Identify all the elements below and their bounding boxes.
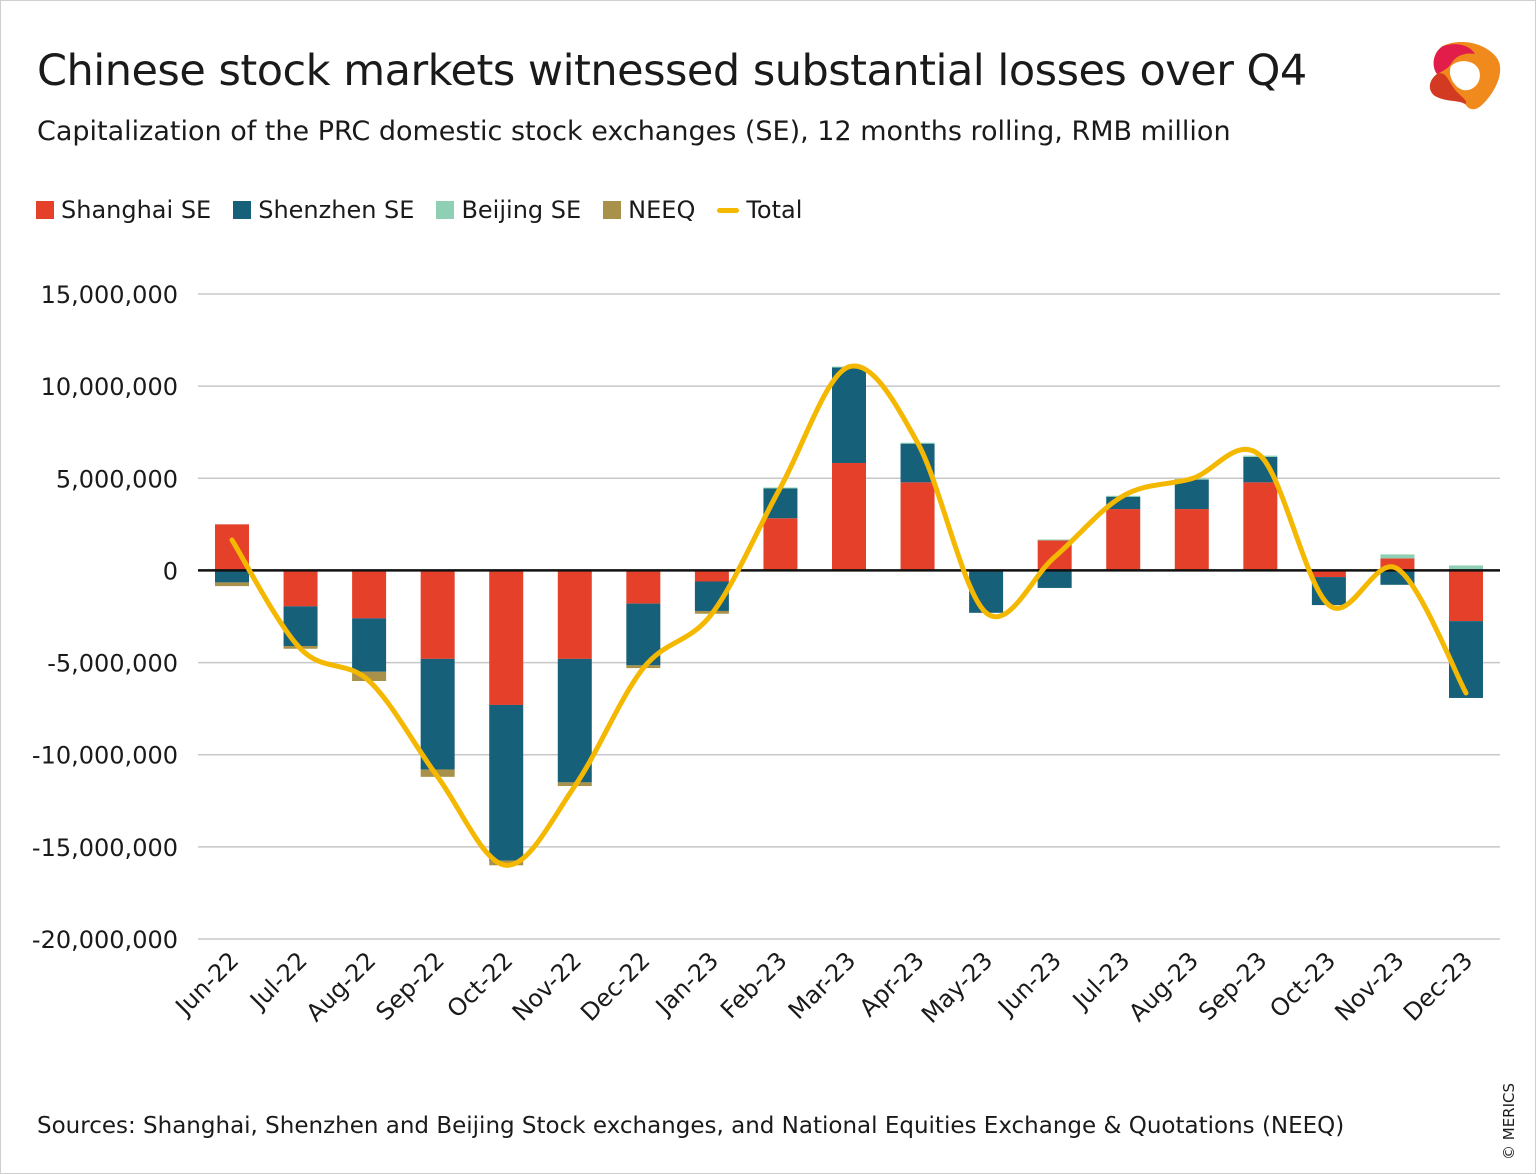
bar-shanghai-se: [1449, 570, 1483, 622]
bar-shenzhen-se: [1174, 479, 1209, 510]
x-tick-label: Nov-22: [507, 946, 587, 1026]
x-tick-label: Jan-23: [649, 946, 724, 1021]
x-tick-label: Nov-23: [1329, 946, 1409, 1026]
legend-item-shanghai: Shanghai SE: [36, 196, 211, 224]
bar-shanghai-se: [1174, 509, 1209, 571]
legend-item-total: Total: [717, 196, 802, 224]
bar-shanghai-se: [557, 570, 592, 659]
merics-logo: [1429, 42, 1501, 110]
bar-neeq: [352, 671, 387, 681]
x-tick-label: Aug-22: [301, 946, 382, 1027]
legend-line: [717, 207, 740, 213]
bar-shanghai-se: [1243, 482, 1278, 571]
legend-swatch: [436, 201, 455, 219]
legend-item-neeq: NEEQ: [603, 196, 695, 224]
bar-shanghai-se: [1106, 509, 1141, 571]
bar-shanghai-se: [1380, 558, 1415, 571]
x-tick-label: Jun-22: [169, 946, 244, 1021]
bar-shenzhen-se: [215, 570, 249, 583]
bar-shanghai-se: [832, 462, 866, 571]
x-tick-label: Jun-23: [991, 946, 1066, 1021]
source-note: Sources: Shanghai, Shenzhen and Beijing …: [37, 1113, 1345, 1139]
bar-shanghai-se: [763, 518, 798, 571]
legend-label: Total: [746, 196, 803, 224]
chart-subtitle: Capitalization of the PRC domestic stock…: [37, 116, 1231, 147]
bar-shenzhen-se: [352, 618, 387, 672]
legend-item-shenzhen: Shenzhen SE: [233, 196, 414, 224]
x-tick-label: May-23: [916, 946, 998, 1028]
x-tick-label: Sep-22: [370, 946, 450, 1026]
x-tick-label: Dec-23: [1398, 946, 1478, 1026]
bar-shenzhen-se: [832, 367, 866, 463]
bar-beijing-se: [1037, 539, 1072, 541]
y-tick-label: -15,000,000: [32, 834, 178, 862]
bar-shenzhen-se: [1449, 621, 1483, 698]
legend-label: NEEQ: [628, 196, 696, 224]
x-tick-label: Oct-23: [1264, 946, 1341, 1023]
bar-beijing-se: [1380, 554, 1415, 559]
legend-swatch: [603, 201, 622, 219]
bar-shenzhen-se: [420, 658, 455, 770]
bar-neeq: [215, 582, 249, 587]
bar-shanghai-se: [694, 570, 729, 582]
bar-shanghai-se: [352, 570, 387, 619]
y-tick-label: 0: [163, 557, 178, 585]
bar-shanghai-se: [489, 570, 524, 705]
y-tick-label: 15,000,000: [41, 281, 178, 309]
x-tick-label: Aug-23: [1123, 946, 1204, 1027]
bar-shenzhen-se: [489, 704, 524, 861]
y-tick-label: -5,000,000: [47, 650, 178, 678]
legend-label: Beijing SE: [461, 196, 582, 224]
y-tick-label: 10,000,000: [41, 373, 178, 401]
legend-swatch: [36, 201, 54, 219]
bar-shanghai-se: [420, 570, 455, 659]
legend-label: Shenzhen SE: [258, 196, 415, 224]
chart-title: Chinese stock markets witnessed substant…: [37, 46, 1307, 96]
y-tick-label: -10,000,000: [32, 742, 178, 770]
x-tick-label: Dec-22: [575, 946, 655, 1026]
y-tick-label: 5,000,000: [56, 465, 178, 493]
bar-shenzhen-se: [283, 606, 318, 646]
y-tick-label: -20,000,000: [32, 926, 178, 954]
copyright: © MERICS: [1500, 1082, 1518, 1160]
x-tick-label: Oct-22: [442, 946, 519, 1023]
bar-beijing-se: [1449, 565, 1483, 571]
legend-item-beijing: Beijing SE: [436, 196, 581, 224]
legend-swatch: [233, 201, 252, 219]
bar-shenzhen-se: [1037, 570, 1072, 588]
bar-shanghai-se: [283, 570, 318, 607]
x-tick-label: Feb-23: [715, 946, 793, 1024]
bar-shanghai-se: [626, 570, 661, 604]
x-tick-label: Mar-23: [783, 946, 861, 1024]
legend-label: Shanghai SE: [61, 196, 212, 224]
bar-shenzhen-se: [557, 658, 592, 783]
bar-shanghai-se: [900, 482, 935, 571]
x-tick-label: Sep-23: [1193, 946, 1273, 1026]
bar-shanghai-se: [1311, 570, 1346, 578]
legend: Shanghai SE Shenzhen SE Beijing SE NEEQ …: [36, 196, 802, 224]
